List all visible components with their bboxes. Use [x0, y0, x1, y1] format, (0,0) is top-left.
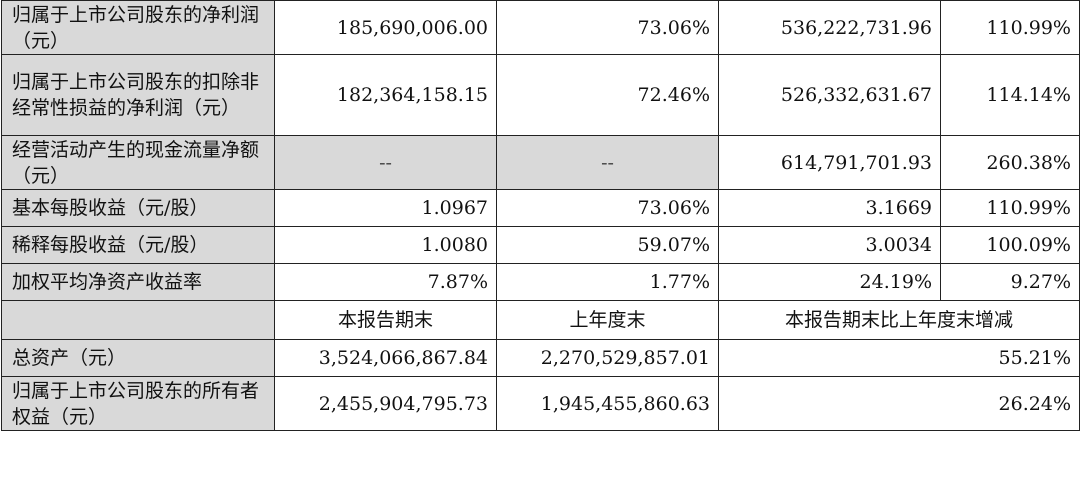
current-period-change: 72.46% — [496, 54, 719, 136]
ytd-change: 9.27% — [940, 263, 1080, 301]
current-period-change: 73.06% — [496, 0, 719, 55]
table-row: 归属于上市公司股东的所有者权益（元） 2,455,904,795.73 1,94… — [1, 376, 1080, 431]
row-label: 归属于上市公司股东的扣除非经常性损益的净利润（元） — [1, 54, 275, 136]
row-label: 基本每股收益（元/股） — [1, 189, 275, 227]
current-period-value: 1.0967 — [274, 189, 497, 227]
period-end-value: 2,455,904,795.73 — [274, 376, 497, 431]
ytd-value: 24.19% — [718, 263, 941, 301]
column-header-prior-year-end: 上年度末 — [496, 300, 719, 340]
row-label: 归属于上市公司股东的所有者权益（元） — [1, 376, 275, 431]
row-label: 经营活动产生的现金流量净额（元） — [1, 135, 275, 190]
ytd-value: 536,222,731.96 — [718, 0, 941, 55]
column-header-period-end: 本报告期末 — [274, 300, 497, 340]
subheader-row: 本报告期末 上年度末 本报告期末比上年度末增减 — [1, 300, 1080, 340]
current-period-change: -- — [496, 135, 719, 190]
current-period-value: 1.0080 — [274, 226, 497, 264]
current-period-change: 1.77% — [496, 263, 719, 301]
table-row: 归属于上市公司股东的净利润（元） 185,690,006.00 73.06% 5… — [1, 0, 1080, 55]
table-row: 基本每股收益（元/股） 1.0967 73.06% 3.1669 110.99% — [1, 189, 1080, 227]
ytd-change: 114.14% — [940, 54, 1080, 136]
current-period-value: 182,364,158.15 — [274, 54, 497, 136]
ytd-value: 3.1669 — [718, 189, 941, 227]
financial-table: 归属于上市公司股东的净利润（元） 185,690,006.00 73.06% 5… — [1, 0, 1080, 431]
ytd-change: 100.09% — [940, 226, 1080, 264]
ytd-value: 614,791,701.93 — [718, 135, 941, 190]
current-period-change: 59.07% — [496, 226, 719, 264]
ytd-change: 110.99% — [940, 189, 1080, 227]
change-value: 55.21% — [718, 339, 1080, 377]
prior-year-end-value: 1,945,455,860.63 — [496, 376, 719, 431]
row-label: 总资产（元） — [1, 339, 275, 377]
table-row: 总资产（元） 3,524,066,867.84 2,270,529,857.01… — [1, 339, 1080, 377]
period-end-value: 3,524,066,867.84 — [274, 339, 497, 377]
row-label: 加权平均净资产收益率 — [1, 263, 275, 301]
ytd-change: 260.38% — [940, 135, 1080, 190]
table-row: 稀释每股收益（元/股） 1.0080 59.07% 3.0034 100.09% — [1, 226, 1080, 264]
column-header-change: 本报告期末比上年度末增减 — [718, 300, 1080, 340]
table-row: 归属于上市公司股东的扣除非经常性损益的净利润（元） 182,364,158.15… — [1, 54, 1080, 136]
row-label: 稀释每股收益（元/股） — [1, 226, 275, 264]
current-period-value: 185,690,006.00 — [274, 0, 497, 55]
current-period-value: 7.87% — [274, 263, 497, 301]
ytd-change: 110.99% — [940, 0, 1080, 55]
subheader-blank-cell — [1, 300, 275, 340]
current-period-value: -- — [274, 135, 497, 190]
ytd-value: 3.0034 — [718, 226, 941, 264]
prior-year-end-value: 2,270,529,857.01 — [496, 339, 719, 377]
table-row: 加权平均净资产收益率 7.87% 1.77% 24.19% 9.27% — [1, 263, 1080, 301]
row-label: 归属于上市公司股东的净利润（元） — [1, 0, 275, 55]
change-value: 26.24% — [718, 376, 1080, 431]
table-row: 经营活动产生的现金流量净额（元） -- -- 614,791,701.93 26… — [1, 135, 1080, 190]
current-period-change: 73.06% — [496, 189, 719, 227]
ytd-value: 526,332,631.67 — [718, 54, 941, 136]
